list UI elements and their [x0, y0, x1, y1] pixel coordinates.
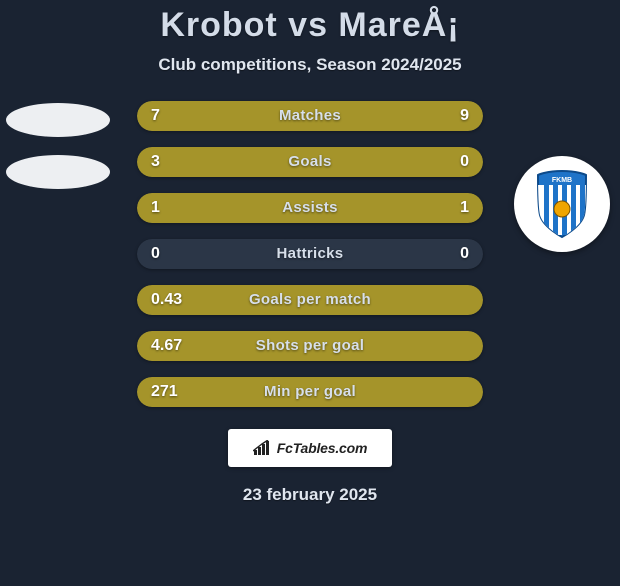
stat-row: 271Min per goal — [137, 377, 483, 407]
stat-row: 11Assists — [137, 193, 483, 223]
stat-label: Min per goal — [137, 377, 483, 407]
left-player-badges — [8, 103, 108, 189]
badge-text: FKMB — [552, 177, 572, 184]
stat-label: Assists — [137, 193, 483, 223]
stats-area: FKMB 79Matches 30Goals 11Assists 00Hattrick… — [0, 101, 620, 407]
comparison-title: Krobot vs MareÅ¡ — [0, 6, 620, 45]
stat-row: 0.43Goals per match — [137, 285, 483, 315]
left-placeholder-ellipse-2 — [6, 155, 110, 189]
right-club-badge: FKMB — [514, 156, 610, 252]
branding-text: FcTables.com — [277, 440, 367, 456]
stat-label: Shots per goal — [137, 331, 483, 361]
right-player-badges: FKMB — [512, 156, 612, 252]
stat-row: 4.67Shots per goal — [137, 331, 483, 361]
footer-date: 23 february 2025 — [0, 485, 620, 505]
stat-row: 30Goals — [137, 147, 483, 177]
stat-label: Goals — [137, 147, 483, 177]
left-placeholder-ellipse-1 — [6, 103, 110, 137]
stat-label: Goals per match — [137, 285, 483, 315]
stat-label: Matches — [137, 101, 483, 131]
stat-label: Hattricks — [137, 239, 483, 269]
bar-chart-icon — [253, 440, 273, 456]
comparison-subtitle: Club competitions, Season 2024/2025 — [0, 55, 620, 75]
stat-row: 00Hattricks — [137, 239, 483, 269]
stat-row: 79Matches — [137, 101, 483, 131]
shield-icon: FKMB — [534, 169, 590, 239]
branding-badge: FcTables.com — [228, 429, 392, 467]
